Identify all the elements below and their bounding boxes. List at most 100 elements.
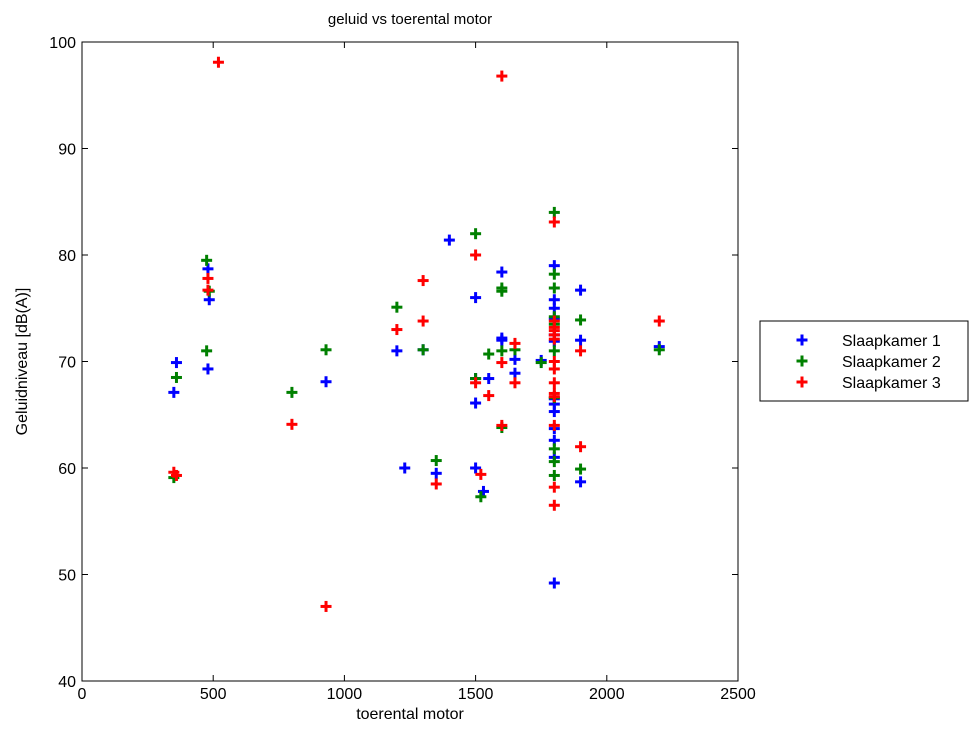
data-point-series-1: [575, 284, 587, 296]
x-axis-label: toerental motor: [356, 706, 464, 723]
data-point-series-3: [548, 216, 560, 228]
data-point-series-2: [496, 285, 508, 297]
data-point-series-3: [470, 377, 482, 389]
data-point-series-2: [483, 348, 495, 360]
data-point-series-3: [653, 315, 665, 327]
data-point-series-2: [320, 344, 332, 356]
legend-label: Slaapkamer 1: [842, 333, 941, 350]
data-point-series-3: [575, 441, 587, 453]
data-point-series-1: [496, 266, 508, 278]
y-tick-label: 40: [58, 674, 76, 691]
data-point-series-3: [548, 481, 560, 493]
x-tick-label: 500: [200, 686, 227, 703]
y-tick-label: 100: [49, 35, 76, 52]
data-point-series-3: [430, 478, 442, 490]
data-point-series-1: [320, 376, 332, 388]
data-point-series-3: [470, 249, 482, 261]
axis-ticks: 0 500 1000 1500 2000 2500 40 50 60 70 80 90 100: [49, 35, 756, 703]
data-point-series-2: [470, 228, 482, 240]
legend-marker-series-3: [796, 376, 808, 388]
data-point-series-2: [535, 357, 547, 369]
data-point-series-3: [548, 377, 560, 389]
data-point-series-2: [548, 282, 560, 294]
data-point-series-2: [391, 301, 403, 313]
data-point-series-2: [548, 345, 560, 357]
data-point-series-3: [575, 345, 587, 357]
data-point-series-2: [548, 206, 560, 218]
data-point-series-3: [286, 418, 298, 430]
data-point-series-2: [548, 469, 560, 481]
data-point-series-1: [430, 467, 442, 479]
legend-marker-series-1: [796, 334, 808, 346]
x-tick-label: 0: [78, 686, 87, 703]
data-point-series-1: [443, 234, 455, 246]
data-point-series-1: [470, 397, 482, 409]
data-point-series-1: [399, 462, 411, 474]
data-point-series-3: [496, 70, 508, 82]
data-point-series-3: [475, 468, 487, 480]
data-point-series-1: [548, 577, 560, 589]
data-point-series-1: [470, 462, 482, 474]
data-point-series-2: [548, 443, 560, 455]
chart-title: geluid vs toerental motor: [328, 11, 492, 28]
data-point-series-1: [575, 334, 587, 346]
x-tick-label: 2500: [720, 686, 756, 703]
data-point-series-2: [475, 491, 487, 503]
data-point-series-3: [202, 284, 214, 296]
data-point-series-3: [496, 419, 508, 431]
data-point-series-3: [509, 377, 521, 389]
data-point-series-2: [201, 254, 213, 266]
data-point-series-3: [548, 391, 560, 403]
data-point-series-2: [496, 345, 508, 357]
data-point-series-2: [575, 463, 587, 475]
data-point-series-1: [575, 476, 587, 488]
data-point-series-2: [170, 371, 182, 383]
legend: Slaapkamer 1 Slaapkamer 2 Slaapkamer 3: [759, 320, 969, 402]
data-point-series-3: [548, 499, 560, 511]
plot-area: [81, 41, 739, 682]
data-point-series-1: [170, 357, 182, 369]
data-point-series-2: [201, 345, 213, 357]
y-tick-label: 50: [58, 568, 76, 585]
data-point-series-2: [417, 344, 429, 356]
y-axis-label: Geluidniveau [dB(A)]: [14, 288, 31, 436]
data-point-series-2: [548, 268, 560, 280]
y-tick-label: 90: [58, 142, 76, 159]
x-tick-label: 1500: [458, 686, 494, 703]
data-point-series-3: [170, 469, 182, 481]
data-point-series-3: [202, 272, 214, 284]
data-point-series-2: [653, 344, 665, 356]
data-point-series-2: [548, 456, 560, 468]
data-point-series-3: [391, 324, 403, 336]
data-points: [168, 56, 665, 612]
legend-label: Slaapkamer 3: [842, 375, 941, 392]
data-point-series-3: [320, 600, 332, 612]
data-point-series-2: [430, 455, 442, 467]
data-point-series-3: [548, 419, 560, 431]
data-point-series-1: [509, 353, 521, 365]
x-tick-label: 2000: [589, 686, 625, 703]
data-point-series-1: [548, 406, 560, 418]
legend-marker-series-2: [796, 355, 808, 367]
data-point-series-1: [483, 373, 495, 385]
data-point-series-3: [417, 275, 429, 287]
data-point-series-3: [548, 333, 560, 345]
x-tick-label: 1000: [327, 686, 363, 703]
data-point-series-2: [575, 314, 587, 326]
data-point-series-3: [417, 315, 429, 327]
y-tick-label: 60: [58, 461, 76, 478]
data-point-series-1: [470, 292, 482, 304]
data-point-series-1: [391, 345, 403, 357]
legend-label: Slaapkamer 2: [842, 354, 941, 371]
data-point-series-1: [202, 363, 214, 375]
legend-box: [759, 320, 969, 402]
data-point-series-3: [212, 56, 224, 68]
data-point-series-1: [496, 334, 508, 346]
data-point-series-1: [509, 367, 521, 379]
data-point-series-3: [496, 357, 508, 369]
data-point-series-3: [483, 390, 495, 402]
data-point-series-3: [548, 363, 560, 375]
data-point-series-2: [286, 386, 298, 398]
data-point-series-3: [509, 337, 521, 349]
